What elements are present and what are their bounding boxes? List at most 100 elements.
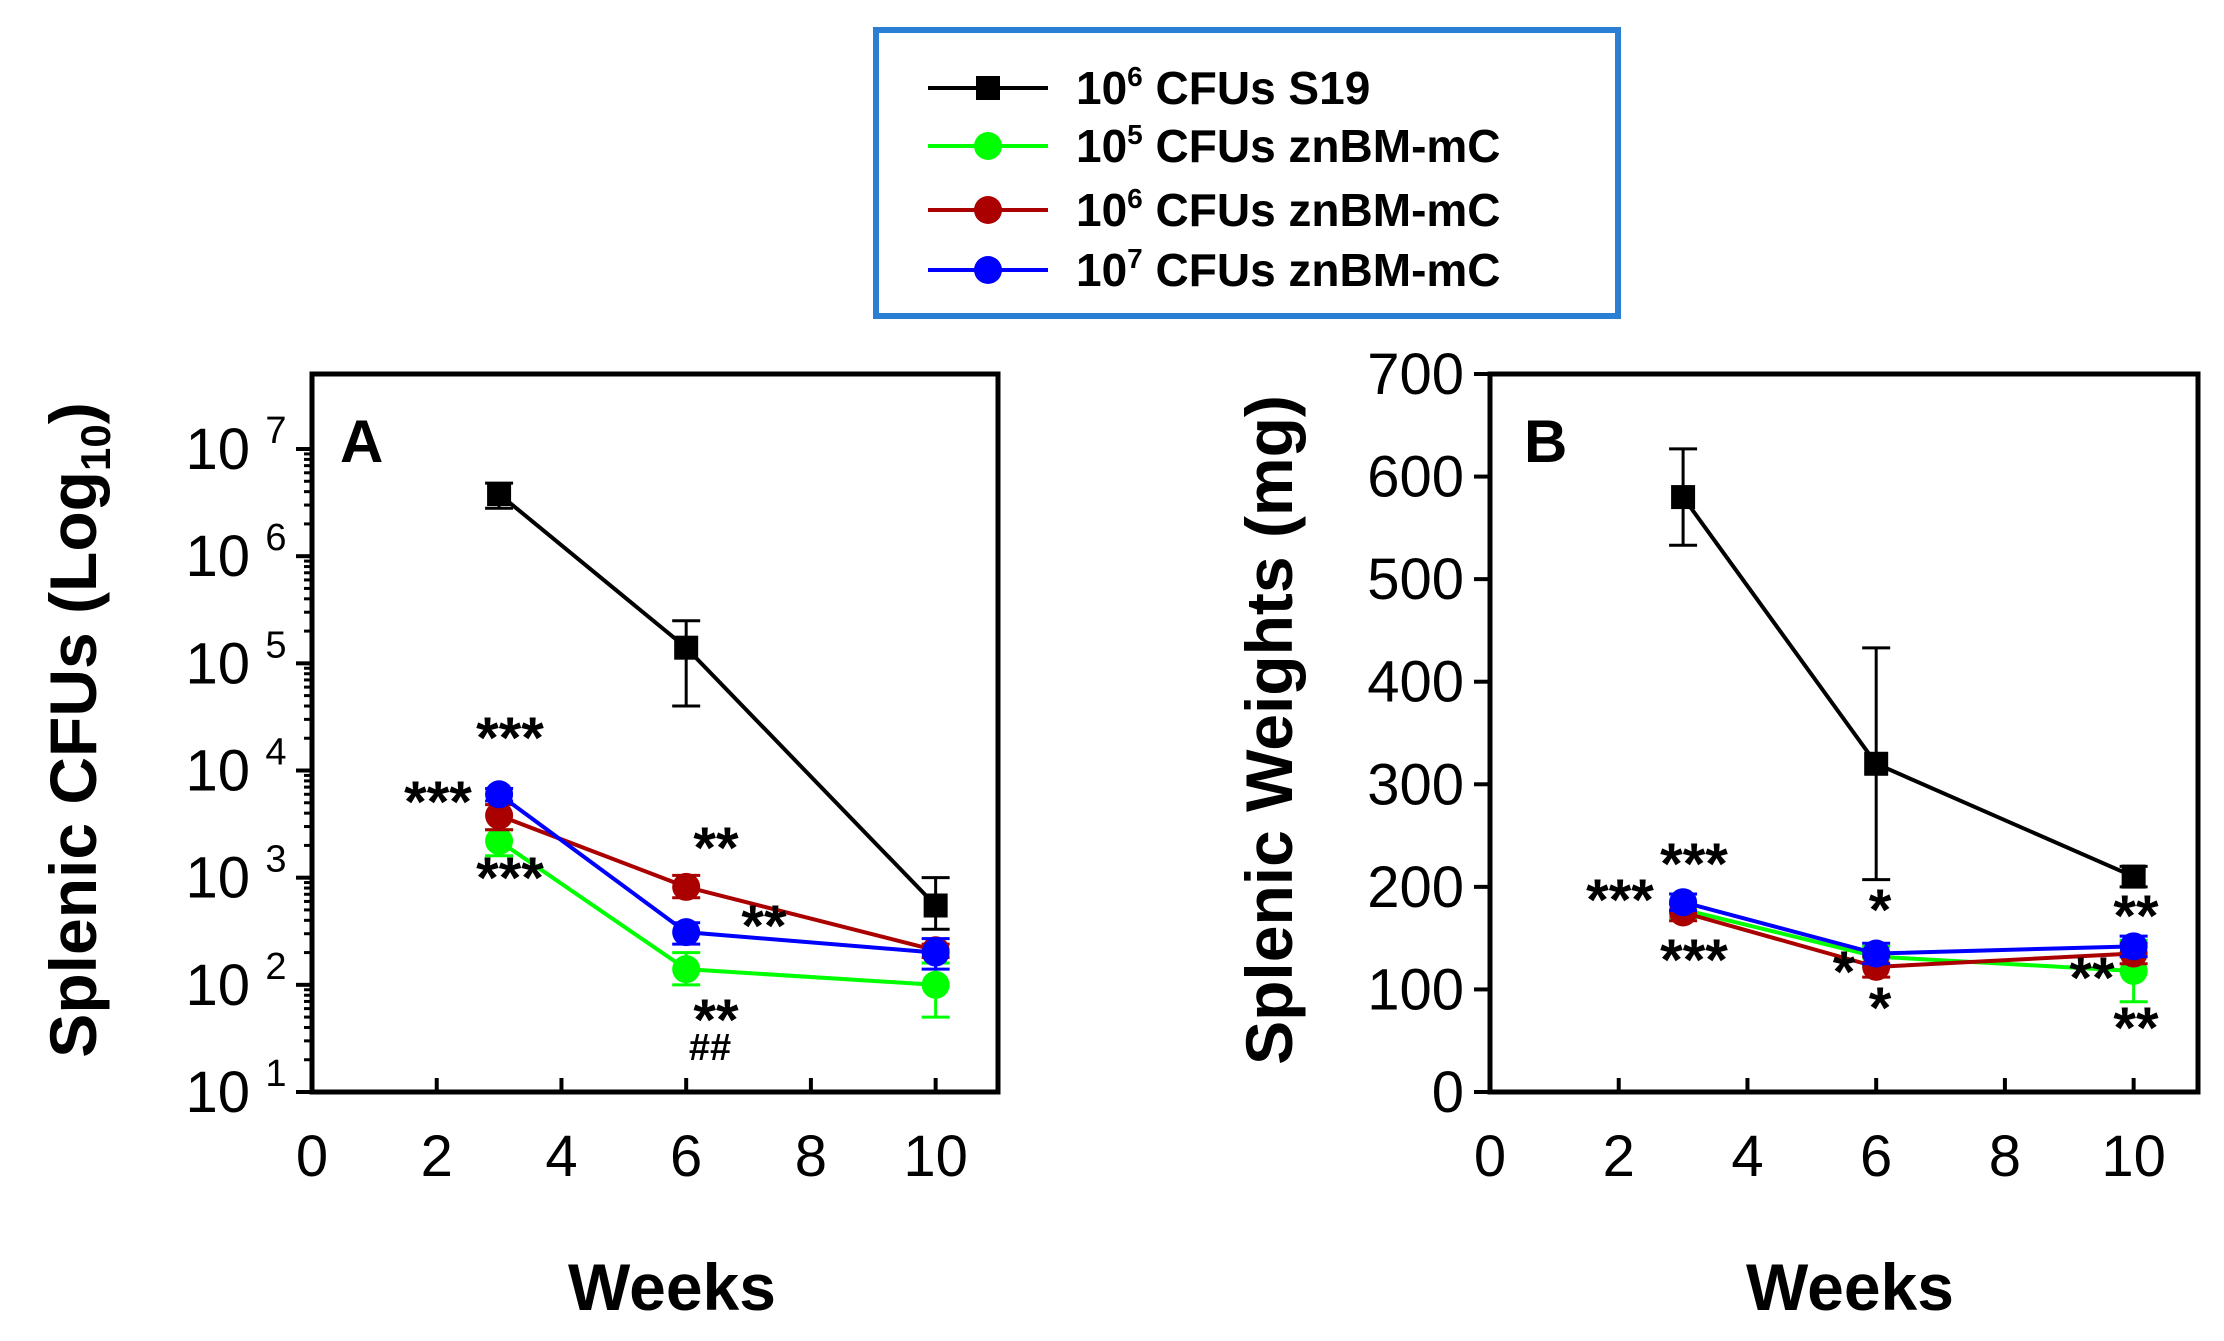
legend-marker xyxy=(974,256,1002,284)
sig-a-w6-bottom: ** xyxy=(693,988,739,1053)
sig-a-w6-top: ** xyxy=(693,816,739,881)
y-tick-exponent: 5 xyxy=(265,624,286,666)
y-tick-exponent: 3 xyxy=(265,839,286,881)
y-tick-label: 0 xyxy=(1432,1060,1464,1125)
y-tick-label: 100 xyxy=(1367,957,1464,1022)
data-point xyxy=(923,893,948,918)
panel-label-a: A xyxy=(340,408,383,475)
legend-sup: 5 xyxy=(1127,119,1143,150)
y-axis-title-a-close: ) xyxy=(36,402,110,424)
legend-sup: 6 xyxy=(1127,183,1143,214)
data-point xyxy=(1669,888,1698,917)
x-tick-label: 6 xyxy=(1860,1124,1892,1189)
data-point xyxy=(921,938,950,967)
legend-label: 107 CFUs znBM-mC xyxy=(1076,243,1501,296)
series-0 xyxy=(485,481,950,931)
data-point xyxy=(485,826,514,855)
data-point xyxy=(1864,751,1889,776)
x-axis-title-a: Weeks xyxy=(568,1250,776,1324)
legend-base: 10 xyxy=(1076,120,1127,172)
y-tick-label: 10 xyxy=(185,631,250,696)
y-tick-label: 10 xyxy=(185,524,250,589)
y-axis-title-a-sub: 10 xyxy=(72,424,119,471)
legend-sup: 6 xyxy=(1127,61,1143,92)
y-tick-label: 600 xyxy=(1367,445,1464,510)
plot-frame-a xyxy=(309,371,1001,1095)
x-tick-label: 4 xyxy=(545,1124,577,1189)
legend-label: 106 CFUs znBM-mC xyxy=(1076,183,1501,236)
legend-marker xyxy=(974,196,1002,224)
legend-text: CFUs znBM-mC xyxy=(1143,244,1501,296)
legend-marker xyxy=(976,76,1000,100)
series-3 xyxy=(1669,888,2148,968)
x-tick-label: 10 xyxy=(903,1124,968,1189)
x-tick-label: 2 xyxy=(421,1124,453,1189)
y-tick-exponent: 7 xyxy=(265,410,286,452)
y-tick-exponent: 4 xyxy=(265,732,286,774)
data-point xyxy=(2119,932,2148,961)
data-point xyxy=(485,780,514,809)
y-tick-label: 10 xyxy=(185,1060,250,1125)
x-tick-label: 0 xyxy=(296,1124,328,1189)
sig-b-w3-top: *** xyxy=(1660,832,1728,897)
data-point xyxy=(672,872,701,901)
sig-b-w3-left: *** xyxy=(1586,868,1654,933)
sig-b-w6-left: * xyxy=(1833,940,1856,1005)
data-point xyxy=(674,635,699,660)
sig-a-w3-top: *** xyxy=(476,706,544,771)
sig-b-w10-bottom: ** xyxy=(2113,996,2159,1061)
sig-b-w6-top: * xyxy=(1869,878,1892,943)
data-point xyxy=(485,801,514,830)
data-point xyxy=(672,955,701,984)
y-tick-label: 10 xyxy=(185,953,250,1018)
y-tick-label: 700 xyxy=(1367,342,1464,407)
legend-text: CFUs znBM-mC xyxy=(1143,120,1501,172)
data-point xyxy=(487,482,512,507)
data-point xyxy=(2121,864,2146,889)
x-tick-label: 0 xyxy=(1474,1124,1506,1189)
legend-text: CFUs S19 xyxy=(1143,62,1371,114)
legend-label: 106 CFUs S19 xyxy=(1076,61,1370,114)
y-tick-label: 10 xyxy=(185,846,250,911)
y-axis-title-b: Splenic Weights (mg) xyxy=(1232,395,1306,1065)
x-axis-title-b: Weeks xyxy=(1746,1250,1954,1324)
y-tick-exponent: 1 xyxy=(265,1053,286,1095)
legend-marker xyxy=(974,132,1002,160)
sig-a-w3-left: *** xyxy=(404,770,472,835)
x-tick-label: 8 xyxy=(795,1124,827,1189)
panel-b: B 0 2 4 6 8 10 0 100 200 300 400 500 600 700 Weeks S… xyxy=(1232,342,2201,1324)
y-axis-title-a-main: Splenic CFUs (Log xyxy=(36,471,110,1058)
y-tick-label: 10 xyxy=(185,739,250,804)
y-tick-label: 500 xyxy=(1367,547,1464,612)
y-tick-exponent: 6 xyxy=(265,517,286,559)
legend-text: CFUs znBM-mC xyxy=(1143,184,1501,236)
y-axis-title-a: Splenic CFUs (Log10) xyxy=(36,402,119,1057)
legend-base: 10 xyxy=(1076,244,1127,296)
sig-b-w6-bottom: * xyxy=(1869,976,1892,1041)
x-tick-label: 6 xyxy=(670,1124,702,1189)
series-line xyxy=(1681,495,2135,879)
series-3 xyxy=(485,780,950,971)
plot-frame-b xyxy=(1487,371,2201,1095)
data-point xyxy=(1862,939,1891,968)
sig-a-w6-hash: ## xyxy=(689,1027,731,1069)
panel-a: A 0 2 4 6 8 10 10 1 10 2 10 3 10 4 10 5 10 6 10 7 Weeks Sp… xyxy=(36,371,1001,1324)
x-tick-label: 2 xyxy=(1603,1124,1635,1189)
sig-b-w3-bottom: *** xyxy=(1660,928,1728,993)
legend-sup: 7 xyxy=(1127,243,1143,274)
x-tick-label: 4 xyxy=(1731,1124,1763,1189)
data-point xyxy=(921,970,950,999)
x-tick-label: 10 xyxy=(2101,1124,2166,1189)
series-0 xyxy=(1669,447,2148,889)
y-tick-label: 300 xyxy=(1367,752,1464,817)
sig-a-w6-right: ** xyxy=(741,894,787,959)
y-tick-label: 10 xyxy=(185,417,250,482)
data-point xyxy=(672,918,701,947)
y-tick-label: 200 xyxy=(1367,855,1464,920)
panel-label-b: B xyxy=(1524,408,1567,475)
sig-a-w3-bottom: *** xyxy=(476,846,544,911)
legend-label: 105 CFUs znBM-mC xyxy=(1076,119,1501,172)
sig-b-w10-left: ** xyxy=(2069,946,2115,1011)
